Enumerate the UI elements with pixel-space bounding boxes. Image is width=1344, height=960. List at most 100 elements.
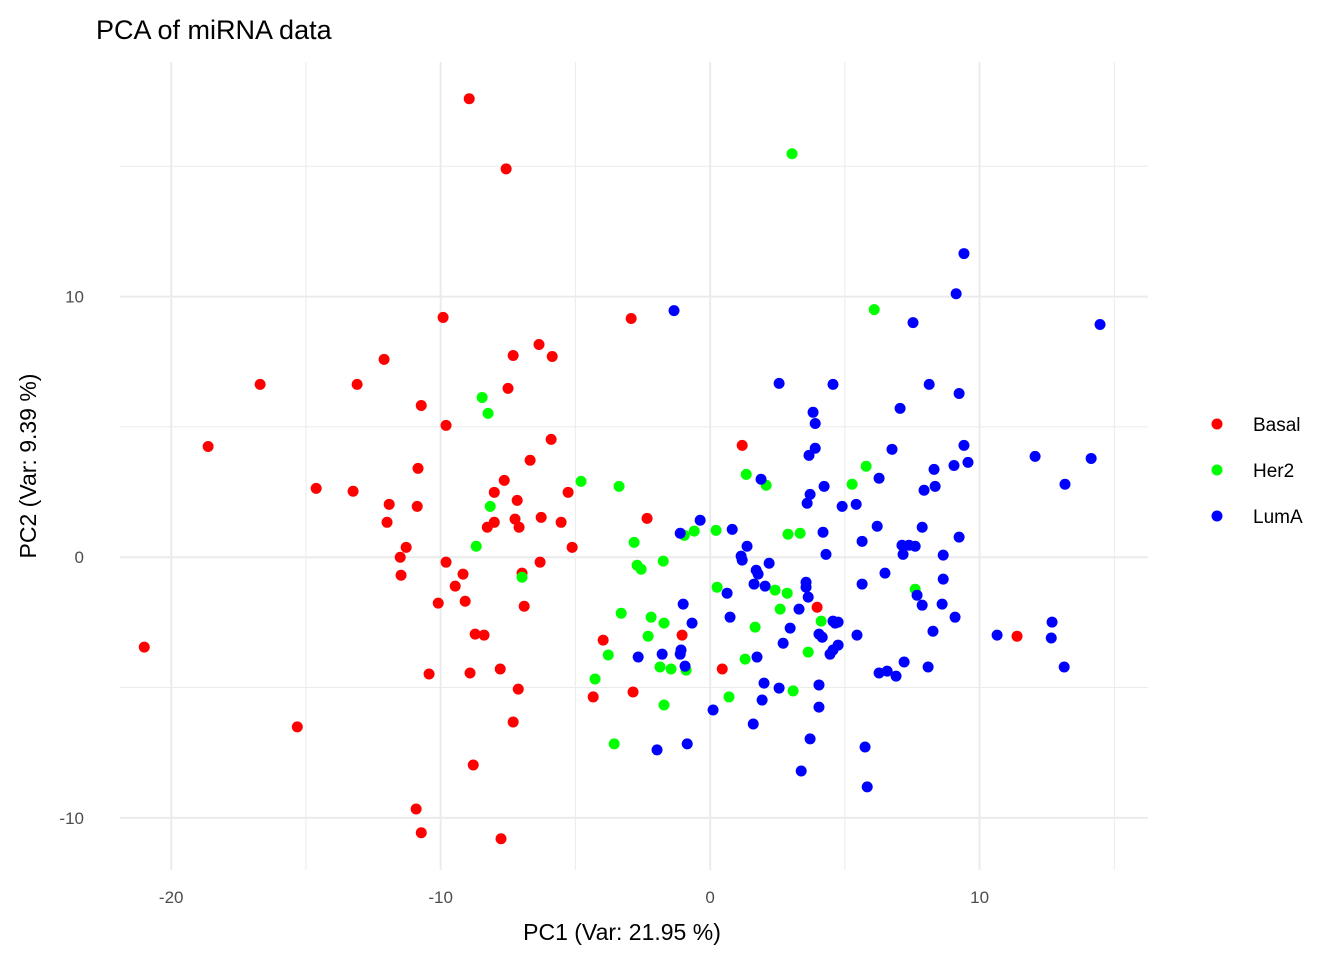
point-basal <box>469 628 481 640</box>
point-luma <box>726 523 738 535</box>
point-her2 <box>658 699 670 711</box>
point-luma <box>668 305 680 317</box>
point-luma <box>820 548 832 560</box>
point-her2 <box>608 738 620 750</box>
point-luma <box>859 741 871 753</box>
point-basal <box>676 629 688 641</box>
x-tick-label: 0 <box>705 888 714 907</box>
point-basal <box>587 691 599 703</box>
point-luma <box>953 388 965 400</box>
legend-label: Her2 <box>1253 461 1294 482</box>
point-basal <box>415 827 427 839</box>
point-her2 <box>688 525 700 537</box>
point-luma <box>962 456 974 468</box>
y-tick-label: -10 <box>59 809 84 828</box>
point-luma <box>928 463 940 475</box>
point-basal <box>457 568 469 580</box>
point-luma <box>763 557 775 569</box>
point-basal <box>478 629 490 641</box>
point-basal <box>415 400 427 412</box>
point-luma <box>958 439 970 451</box>
point-luma <box>871 520 883 532</box>
point-her2 <box>739 653 751 665</box>
point-luma <box>991 629 1003 641</box>
point-her2 <box>774 603 786 615</box>
point-luma <box>881 665 893 677</box>
point-luma <box>916 599 928 611</box>
point-luma <box>801 497 813 509</box>
point-luma <box>751 651 763 663</box>
point-basal <box>138 641 150 653</box>
point-basal <box>627 686 639 698</box>
point-luma <box>777 637 789 649</box>
point-basal <box>513 521 525 533</box>
point-basal <box>811 601 823 613</box>
point-basal <box>347 485 359 497</box>
point-her2 <box>628 536 640 548</box>
point-basal <box>518 600 530 612</box>
point-her2 <box>769 584 781 596</box>
point-basal <box>545 433 557 445</box>
point-luma <box>674 527 686 539</box>
point-basal <box>202 440 214 452</box>
point-luma <box>879 567 891 579</box>
x-tick-label: -10 <box>428 888 453 907</box>
point-her2 <box>710 524 722 536</box>
point-her2 <box>782 528 794 540</box>
point-basal <box>481 521 493 533</box>
point-luma <box>851 629 863 641</box>
y-tick-label: 10 <box>65 288 84 307</box>
point-basal <box>500 163 512 175</box>
point-her2 <box>615 607 627 619</box>
point-her2 <box>484 500 496 512</box>
point-her2 <box>665 663 677 675</box>
point-her2 <box>575 475 587 487</box>
point-basal <box>502 382 514 394</box>
point-basal <box>440 419 452 431</box>
point-her2 <box>786 148 798 160</box>
point-basal <box>395 569 407 581</box>
point-basal <box>494 663 506 675</box>
point-her2 <box>482 407 494 419</box>
point-luma <box>856 535 868 547</box>
point-basal <box>534 556 546 568</box>
x-tick-label: 10 <box>970 888 989 907</box>
point-luma <box>816 631 828 643</box>
point-luma <box>929 480 941 492</box>
point-luma <box>817 526 829 538</box>
point-her2 <box>635 563 647 575</box>
data-points <box>138 93 1106 845</box>
point-luma <box>873 472 885 484</box>
legend-key-her2 <box>1211 464 1223 476</box>
point-luma <box>784 622 796 634</box>
point-luma <box>1045 632 1057 644</box>
point-her2 <box>658 617 670 629</box>
point-basal <box>641 512 653 524</box>
point-basal <box>625 312 637 324</box>
point-luma <box>953 531 965 543</box>
point-her2 <box>470 540 482 552</box>
point-luma <box>707 704 719 716</box>
point-her2 <box>868 304 880 316</box>
point-luma <box>937 573 949 585</box>
point-her2 <box>787 685 799 697</box>
legend-label: LumA <box>1253 507 1303 528</box>
point-luma <box>958 248 970 260</box>
point-her2 <box>602 649 614 661</box>
point-luma <box>937 549 949 561</box>
point-luma <box>861 781 873 793</box>
point-luma <box>894 402 906 414</box>
legend-label: Basal <box>1253 415 1301 436</box>
point-luma <box>1058 661 1070 673</box>
point-basal <box>535 511 547 523</box>
point-basal <box>410 803 422 815</box>
point-luma <box>813 679 825 691</box>
point-luma <box>1094 318 1106 330</box>
point-luma <box>927 625 939 637</box>
point-luma <box>651 744 663 756</box>
point-luma <box>948 459 960 471</box>
point-her2 <box>642 630 654 642</box>
point-luma <box>773 377 785 389</box>
point-basal <box>495 833 507 845</box>
point-basal <box>562 486 574 498</box>
